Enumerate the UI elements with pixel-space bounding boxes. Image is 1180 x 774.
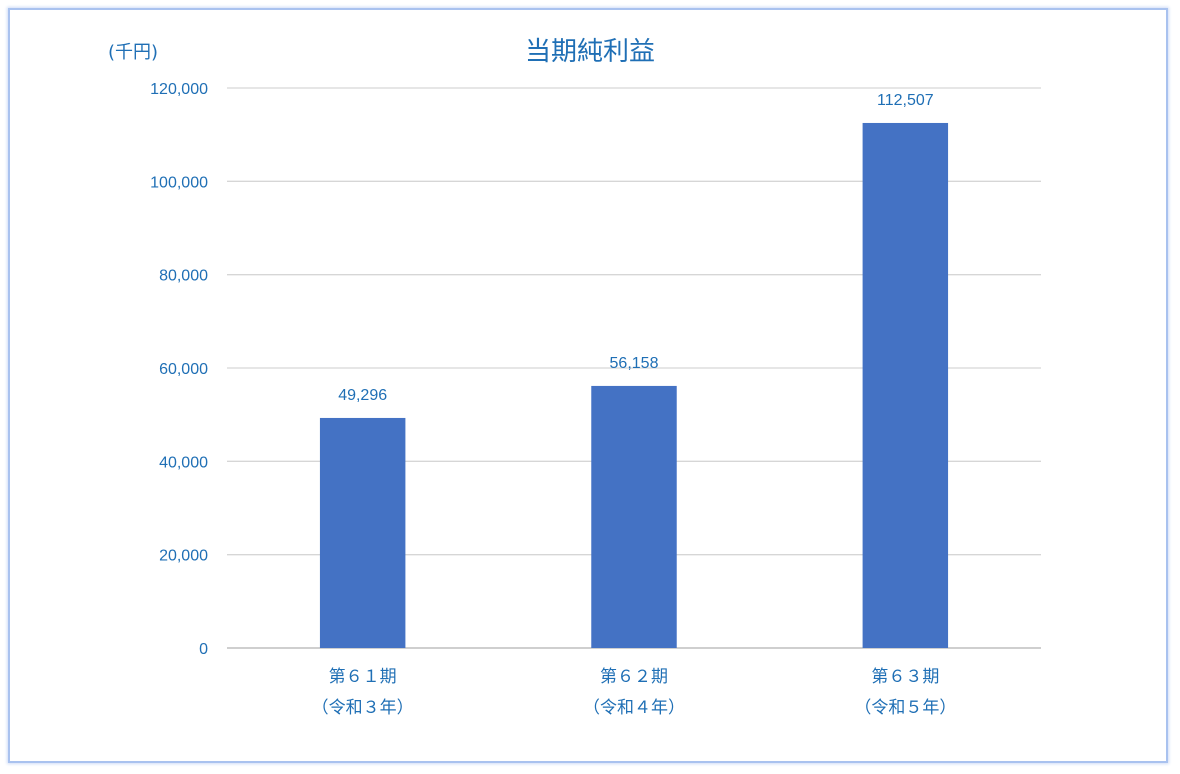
x-tick-label: 第６１期	[329, 667, 397, 687]
data-label: 56,158	[610, 355, 659, 372]
x-tick-label: 第６２期	[600, 667, 668, 687]
data-label: 112,507	[877, 92, 934, 109]
y-tick-label: 0	[199, 641, 208, 658]
y-tick-label: 60,000	[159, 361, 208, 378]
data-label: 49,296	[338, 387, 387, 404]
bar	[862, 122, 949, 648]
y-tick-label: 120,000	[150, 81, 208, 98]
x-tick-label: （令和３年）	[312, 698, 414, 718]
unit-label: (千円)	[108, 42, 158, 63]
x-tick-label: 第６３期	[871, 667, 939, 687]
bar	[319, 417, 406, 648]
x-tick-label: （令和４年）	[583, 698, 685, 718]
y-tick-label: 20,000	[159, 548, 208, 565]
chart-title: 当期純利益	[525, 37, 655, 67]
y-tick-label: 100,000	[150, 174, 208, 191]
chart-frame	[8, 8, 1168, 763]
y-tick-label: 80,000	[159, 268, 208, 285]
bar	[591, 385, 677, 648]
x-tick-label: （令和５年）	[854, 698, 956, 718]
y-tick-label: 40,000	[159, 454, 208, 471]
